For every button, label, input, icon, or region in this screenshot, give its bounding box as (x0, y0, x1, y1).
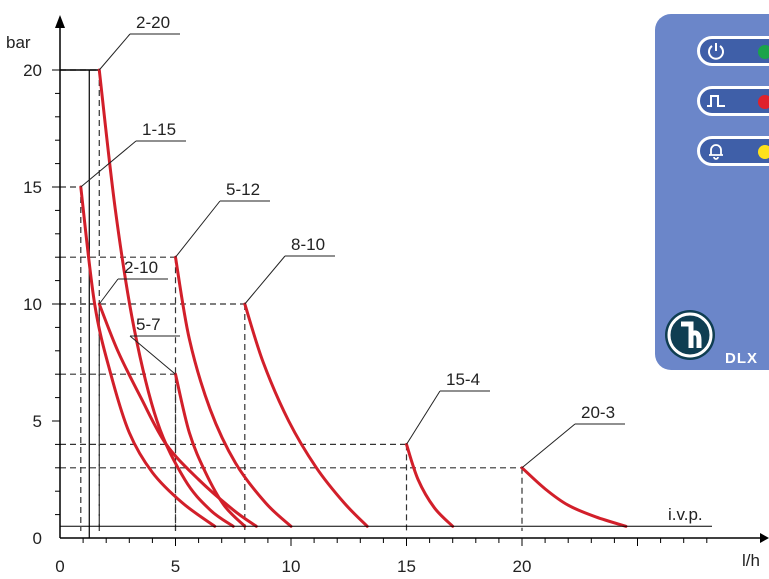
leader-2-20 (98, 33, 131, 71)
curve-label-1-15: 1-15 (142, 120, 176, 139)
y-tick-label: 10 (23, 295, 42, 314)
curve-8-10 (243, 302, 369, 528)
y-tick-label: 0 (33, 529, 42, 548)
curve-label-5-7: 5-7 (136, 315, 161, 334)
curve-2-10 (97, 302, 258, 528)
curve-labels: 2-20 1-15 2-10 5-7 5-12 8-10 15-4 20-3 (80, 13, 625, 469)
y-axis-label: bar (6, 33, 31, 52)
curve-label-2-20: 2-20 (136, 13, 170, 32)
curve-label-20-3: 20-3 (581, 403, 615, 422)
leader-1-15 (80, 140, 137, 188)
leader-2-10 (98, 278, 119, 305)
curve-5-12 (174, 255, 293, 528)
curve-label-15-4: 15-4 (446, 370, 480, 389)
leader-5-7 (129, 335, 176, 375)
x-axis-arrow (760, 533, 769, 543)
y-tick-label: 5 (33, 412, 42, 431)
power-icon (708, 43, 724, 60)
pulse-icon (707, 95, 725, 107)
curve-label-2-10: 2-10 (124, 258, 158, 277)
leader-20-3 (521, 423, 576, 469)
x-tick-label: 5 (171, 557, 180, 576)
leader-5-12 (175, 200, 221, 258)
logo-mark-icon (667, 312, 713, 358)
power-led[interactable] (697, 36, 769, 66)
curve-2-20 (97, 68, 235, 528)
bell-icon (709, 144, 723, 160)
pump-panel: DLX (655, 14, 769, 370)
x-tick-label: 10 (282, 557, 301, 576)
y-tick-label: 20 (23, 61, 42, 80)
curve-5-7 (174, 372, 247, 528)
x-tick-label: 20 (513, 557, 532, 576)
ivp-annotation: i.v.p. (668, 505, 703, 524)
curve-label-5-12: 5-12 (226, 180, 260, 199)
y-axis-arrow (55, 15, 65, 28)
leader-8-10 (244, 255, 286, 305)
reference-lines (60, 69, 523, 538)
alarm-indicator (758, 145, 769, 159)
curve-15-4 (405, 442, 455, 528)
pulse-indicator (758, 95, 769, 109)
x-tick-label: 15 (397, 557, 416, 576)
pulse-led[interactable] (697, 86, 769, 116)
y-tick-label: 15 (23, 178, 42, 197)
curves (79, 68, 628, 528)
leader-15-4 (406, 390, 441, 445)
curve-1-15 (79, 185, 217, 528)
brand-name: DLX (725, 350, 758, 367)
curve-20-3 (520, 466, 628, 528)
curve-label-8-10: 8-10 (291, 235, 325, 254)
axes: 0 5 10 15 20 0 5 10 15 20 (23, 15, 769, 576)
x-axis-label: l/h (742, 551, 760, 570)
brand-logo (665, 310, 715, 360)
alarm-led[interactable] (697, 136, 769, 166)
x-tick-label: 0 (55, 557, 64, 576)
power-indicator (758, 45, 769, 59)
